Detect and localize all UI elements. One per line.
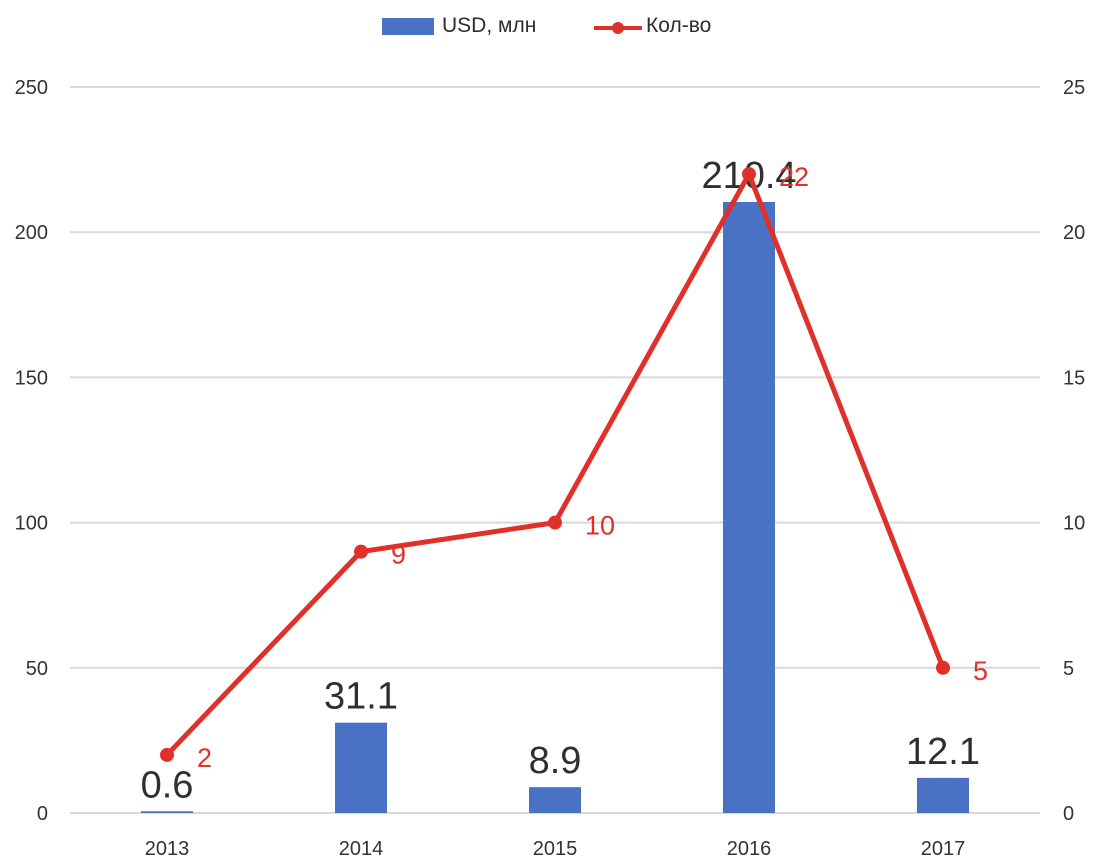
line-point	[354, 544, 368, 559]
legend-bar-swatch	[382, 17, 434, 35]
y-right-tick-label: 20	[1063, 222, 1085, 244]
bar-data-label: 31.1	[324, 676, 398, 718]
chart-legend: USD, млн Кол-во	[0, 6, 1093, 46]
y-left-tick-label: 200	[15, 222, 48, 244]
y-left-tick-label: 0	[37, 803, 48, 825]
x-tick-label: 2013	[145, 838, 190, 860]
y-right-tick-label: 25	[1063, 77, 1085, 99]
x-tick-label: 2014	[339, 838, 384, 860]
bar	[141, 811, 193, 813]
legend-line-label: Кол-во	[646, 14, 712, 37]
y-right-tick-label: 0	[1063, 803, 1074, 825]
legend-item-line: Кол-во	[594, 6, 711, 46]
line-point	[742, 167, 756, 182]
y-left-tick-label: 100	[15, 513, 48, 535]
line-data-label: 10	[585, 511, 615, 541]
line-point	[548, 515, 562, 530]
line-point	[160, 747, 174, 762]
bar-data-label: 0.6	[141, 764, 194, 806]
bar	[529, 787, 581, 813]
y-left-tick-label: 150	[15, 367, 48, 389]
line-data-label: 5	[973, 656, 988, 686]
y-left-tick-label: 250	[15, 77, 48, 99]
line-data-label: 22	[779, 162, 809, 192]
x-tick-label: 2017	[921, 838, 966, 860]
y-right-tick-label: 10	[1063, 513, 1085, 535]
line-data-label: 2	[197, 743, 212, 773]
line-data-label: 9	[391, 540, 406, 570]
y-right-tick-label: 5	[1063, 658, 1074, 680]
x-tick-label: 2015	[533, 838, 578, 860]
x-tick-label: 2016	[727, 838, 772, 860]
bar	[917, 777, 969, 813]
line-point	[936, 660, 950, 675]
legend-line-swatch	[594, 16, 642, 36]
y-right-tick-label: 15	[1063, 367, 1085, 389]
bar	[335, 722, 387, 813]
bar	[723, 201, 775, 813]
bar-data-label: 12.1	[906, 731, 980, 773]
legend-item-bars: USD, млн	[382, 6, 536, 46]
legend-bar-label: USD, млн	[442, 14, 537, 37]
y-left-tick-label: 50	[26, 658, 48, 680]
bar-data-label: 8.9	[529, 740, 582, 782]
